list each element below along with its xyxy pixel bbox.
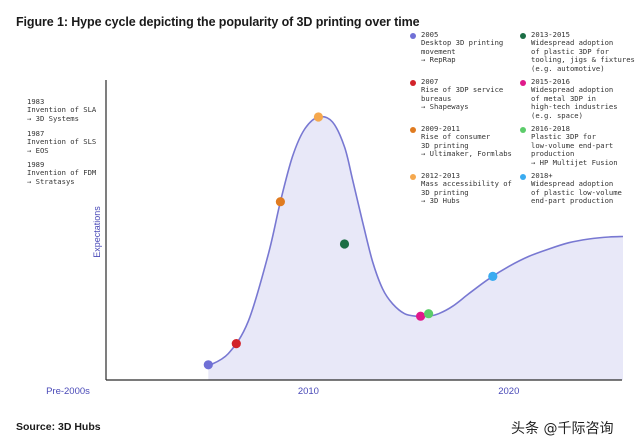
x-tick-label: Pre-2000s xyxy=(46,386,90,397)
milestone-point xyxy=(339,239,350,249)
invention-annotation: 1989 Invention of FDM → Stratasys xyxy=(27,160,97,186)
legend-dot xyxy=(520,174,526,180)
milestone-points xyxy=(203,112,498,370)
legend-dot xyxy=(520,127,526,133)
source-note: Source: 3D Hubs xyxy=(16,421,101,433)
legend-item: 2015-2016 Widespread adoption of metal 3… xyxy=(520,77,618,120)
legend-dot xyxy=(410,80,416,86)
legend-item: 2005 Desktop 3D printing movement → RepR… xyxy=(410,30,504,65)
x-tick-label: 2010 xyxy=(298,386,319,397)
legend-dot xyxy=(410,33,416,39)
legend-dot xyxy=(410,174,416,180)
x-tick-labels: Pre-2000s 2010 2020 xyxy=(46,386,519,397)
milestone-point xyxy=(203,360,213,370)
legend-text: 2018+ Widespread adoption of plastic low… xyxy=(531,171,622,206)
legend-text: 2016-2018 Plastic 3DP for low-volume end… xyxy=(531,124,618,167)
watermark: 头条 @千际咨询 xyxy=(511,421,614,437)
legend-item: 2013-2015 Widespread adoption of plastic… xyxy=(520,30,635,73)
legend-item: 2018+ Widespread adoption of plastic low… xyxy=(520,171,622,206)
x-tick-label: 2020 xyxy=(498,386,519,397)
milestone-point xyxy=(488,271,498,281)
hype-curve-area xyxy=(208,116,624,380)
y-axis-label: Expectations xyxy=(92,206,102,258)
legend-text: 2012-2013 Mass accessibility of 3D print… xyxy=(421,171,512,206)
hype-curve-line xyxy=(207,115,624,367)
legend-item: 2012-2013 Mass accessibility of 3D print… xyxy=(410,171,512,206)
legend-dot xyxy=(520,33,526,39)
legend-dot xyxy=(520,80,526,86)
legend-text: 2007 Rise of 3DP service bureaus → Shape… xyxy=(421,77,504,112)
legend-dot xyxy=(410,127,416,133)
milestone-point xyxy=(424,309,434,319)
invention-annotation: 1987 Invention of SLS → EOS xyxy=(27,129,97,155)
legend-text: 2009-2011 Rise of consumer 3D printing →… xyxy=(421,124,512,159)
milestone-point xyxy=(313,112,323,122)
legend-text: 2013-2015 Widespread adoption of plastic… xyxy=(531,30,635,73)
figure-title: Figure 1: Hype cycle depicting the popul… xyxy=(16,15,420,29)
legend-item: 2009-2011 Rise of consumer 3D printing →… xyxy=(410,124,512,159)
legend-item: 2007 Rise of 3DP service bureaus → Shape… xyxy=(410,77,504,112)
legend-text: 2005 Desktop 3D printing movement → RepR… xyxy=(421,30,504,65)
legend-text: 2015-2016 Widespread adoption of metal 3… xyxy=(531,77,618,120)
milestone-point xyxy=(275,197,285,207)
milestone-point xyxy=(231,339,241,349)
legend-item: 2016-2018 Plastic 3DP for low-volume end… xyxy=(520,124,618,167)
invention-annotation: 1983 Invention of SLA → 3D Systems xyxy=(27,97,97,123)
milestone-point xyxy=(416,311,426,321)
